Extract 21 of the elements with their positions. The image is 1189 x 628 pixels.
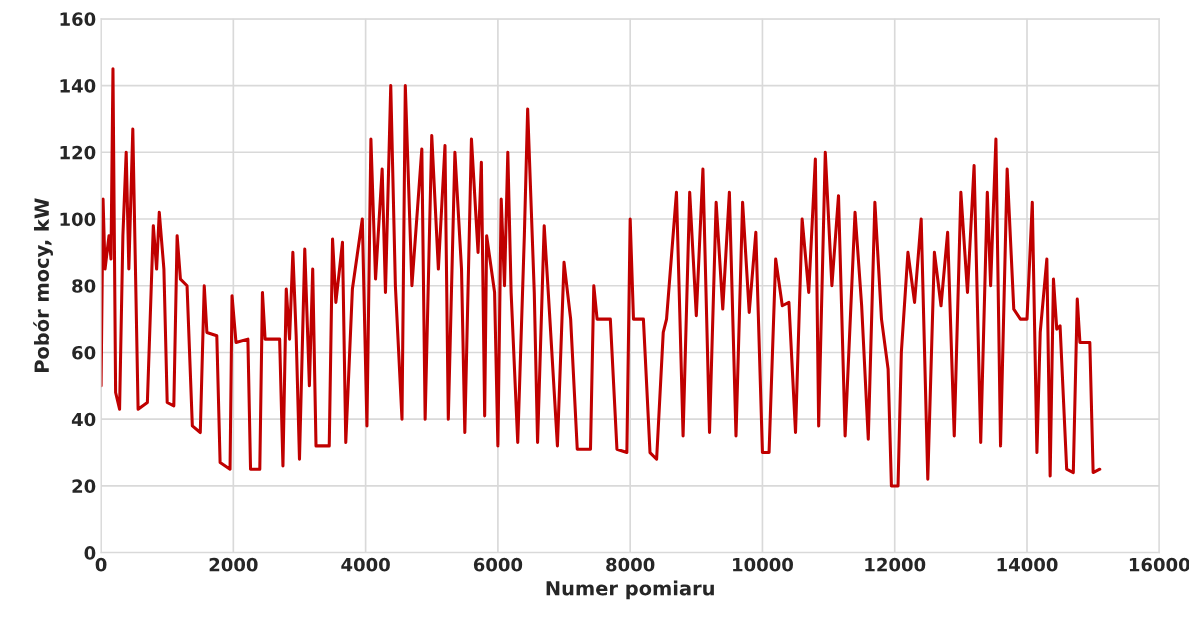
y-axis-title: Pobór mocy, kW — [33, 198, 53, 372]
x-tick-label: 16000 — [1129, 557, 1189, 572]
y-tick-label: 60 — [72, 345, 96, 360]
y-tick-label: 140 — [60, 79, 96, 93]
x-tick-label: 2000 — [209, 557, 258, 572]
y-tick-label: 20 — [72, 479, 96, 494]
y-tick-label: 100 — [60, 212, 96, 227]
x-tick-label: 12000 — [865, 557, 926, 572]
x-axis-title: Numer pomiaru — [546, 580, 714, 600]
y-tick-label: 160 — [60, 12, 96, 26]
x-tick-label: 0 — [95, 557, 107, 572]
x-tick-label: 4000 — [341, 557, 390, 572]
x-tick-label: 8000 — [606, 557, 655, 572]
y-tick-label: 120 — [60, 145, 96, 160]
line-series — [101, 67, 1102, 488]
x-tick-label: 14000 — [997, 557, 1058, 572]
x-tick-label: 10000 — [733, 557, 793, 572]
y-tick-label: 0 — [84, 546, 96, 560]
x-tick-label: 6000 — [473, 557, 523, 572]
y-tick-label: 80 — [72, 279, 96, 293]
y-tick-label: 40 — [71, 412, 96, 427]
